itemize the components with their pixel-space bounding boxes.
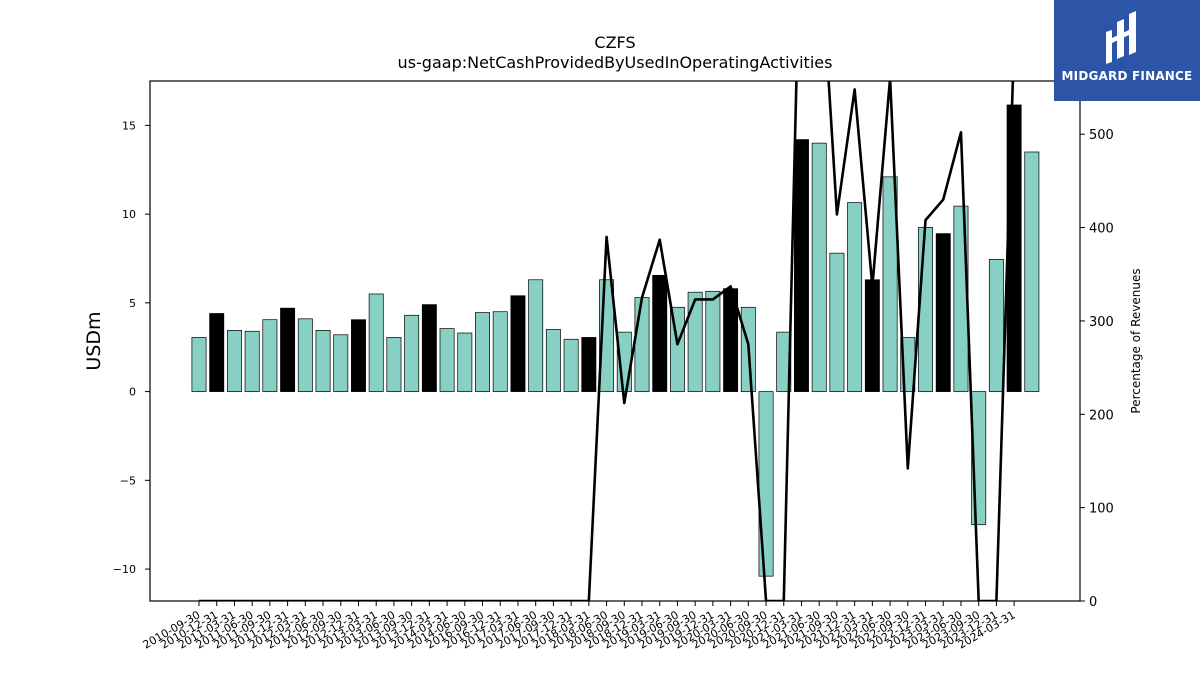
bar-2013-09-30	[404, 314, 420, 392]
bar-2021-12-31	[847, 202, 863, 392]
bar-2021-03-31	[794, 139, 809, 392]
bar-2020-09-30	[758, 391, 774, 577]
y-tick-label: −10	[113, 563, 136, 576]
bar-2017-03-31	[510, 295, 526, 392]
y2-tick-label: 500	[1089, 128, 1114, 143]
bar-2019-12-31	[705, 290, 721, 392]
y-tick-label: 0	[129, 386, 136, 399]
bar-2022-06-30	[882, 176, 898, 392]
bar-2012-12-31	[351, 319, 366, 392]
bar-2019-09-30	[687, 291, 703, 392]
bar-2013-03-31	[368, 293, 384, 392]
bar-2016-09-30	[475, 312, 490, 392]
bar-2011-12-31	[280, 307, 296, 392]
plot-frame	[149, 80, 1081, 602]
bar-2018-03-31	[581, 337, 597, 392]
bar-2014-06-30	[457, 332, 473, 392]
x-axis: 2010-09-302010-12-312011-03-312011-06-30…	[141, 601, 1018, 652]
y-tick-label: 5	[129, 297, 136, 310]
bar-2012-03-31	[297, 318, 313, 392]
bar-2010-09-30	[191, 337, 207, 392]
y-axis-right: 0 100 200 300 400 500	[1080, 128, 1114, 610]
bar-2013-12-31	[421, 304, 437, 392]
midgard-finance-logo: MIDGARD FINANCE	[1054, 0, 1200, 101]
bar-2024-06-30	[1024, 151, 1040, 392]
bar-2021-06-30	[811, 142, 827, 392]
bar-2017-09-30	[545, 329, 561, 392]
y2-tick-label: 300	[1089, 315, 1114, 330]
bar-2011-09-30	[262, 319, 278, 392]
bar-2017-12-31	[563, 338, 579, 392]
chart-subtitle: us-gaap:NetCashProvidedByUsedInOperating…	[397, 53, 833, 72]
bar-2022-12-31	[918, 227, 933, 392]
y-tick-label: −5	[120, 474, 136, 487]
bar-2021-09-30	[829, 252, 845, 392]
y2-tick-label: 100	[1089, 502, 1114, 517]
y-tick-label: 15	[122, 119, 136, 132]
bar-2014-03-31	[439, 328, 455, 392]
y2-tick-label: 0	[1089, 595, 1097, 610]
bar-2011-03-31	[226, 330, 242, 392]
y-axis-left: −10 −5 0 5 10 15	[113, 119, 150, 576]
chart-title: CZFS	[594, 33, 636, 52]
bar-2016-12-31	[492, 311, 508, 392]
bar-2018-12-31	[634, 297, 650, 392]
bar-2012-09-30	[333, 334, 349, 392]
bar-2019-03-31	[652, 274, 668, 392]
y2-tick-label: 200	[1089, 408, 1114, 423]
y2-tick-label: 400	[1089, 222, 1114, 237]
bar-2017-06-30	[528, 279, 544, 392]
bar-2023-03-31	[935, 233, 951, 392]
bar-2013-06-30	[386, 337, 402, 392]
y-tick-label: 10	[122, 208, 136, 221]
y-axis-label: USDm	[83, 311, 105, 370]
bar-2024-03-31	[1006, 104, 1022, 392]
bars-group	[191, 104, 1040, 577]
y2-axis-label: Percentage of Revenues	[1129, 268, 1143, 413]
bar-2010-12-31	[209, 313, 225, 392]
bar-2022-03-31	[864, 279, 880, 392]
percentage-line	[199, 81, 1015, 601]
bar-2011-06-30	[244, 330, 260, 392]
bar-2023-12-31	[988, 259, 1004, 392]
line-group	[199, 81, 1015, 601]
logo-mark-icon	[1106, 11, 1136, 64]
bar-2012-06-30	[315, 330, 331, 392]
logo-text: MIDGARD FINANCE	[1061, 69, 1193, 83]
